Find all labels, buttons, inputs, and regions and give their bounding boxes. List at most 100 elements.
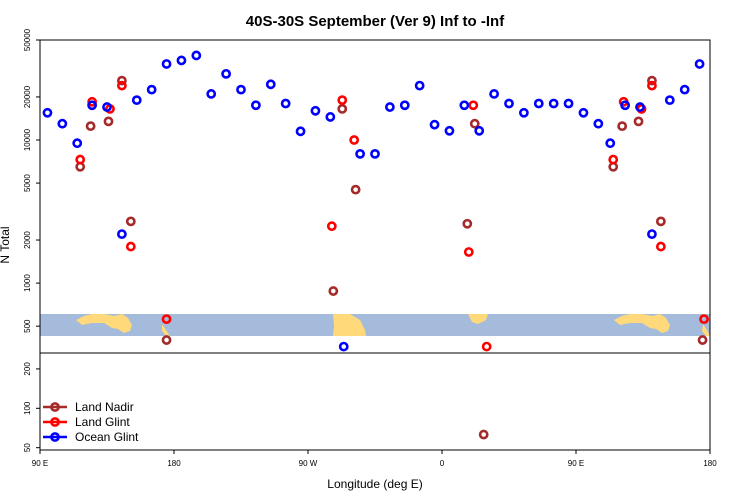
ocean-glint-point — [620, 100, 631, 111]
land-nadir-point — [116, 75, 127, 86]
ocean-glint-point — [679, 84, 690, 95]
y-tick-label: 2000 — [23, 231, 32, 249]
land-glint-point — [161, 314, 172, 325]
ocean-glint-point — [518, 107, 529, 118]
x-tick-label: 180 — [167, 459, 181, 468]
ocean-glint-point — [265, 79, 276, 90]
x-tick-label: 0 — [440, 459, 445, 468]
y-tick-label: 50000 — [23, 28, 32, 51]
ocean-glint-point — [176, 55, 187, 66]
land-nadir-point — [161, 335, 172, 345]
ocean-glint-point — [694, 59, 705, 69]
y-axis-label: N Total — [0, 226, 12, 263]
world-map-strip — [40, 314, 710, 336]
ocean-glint-point — [42, 107, 53, 118]
ocean-glint-point — [295, 126, 306, 137]
x-tick-label: 90 E — [32, 459, 48, 468]
ocean-glint-point — [429, 119, 440, 130]
ocean-glint-point — [338, 341, 349, 352]
land-glint-point — [608, 154, 619, 165]
ocean-glint-point — [578, 107, 589, 118]
ocean-glint-point — [72, 138, 83, 149]
south-africa-shape — [468, 314, 488, 324]
legend-marker-land-nadir — [50, 402, 60, 412]
ocean-glint-point — [221, 68, 232, 79]
new-zealand-shape-repeat — [702, 324, 710, 336]
land-glint-point — [125, 241, 136, 252]
ocean-glint-point — [414, 80, 425, 91]
plot-frame — [39, 39, 711, 451]
new-zealand-shape — [162, 324, 170, 336]
ocean-glint-point — [635, 102, 645, 112]
ocean-glint-point — [161, 59, 172, 69]
land-nadir-point — [633, 116, 644, 127]
y-tick-label: 50 — [23, 443, 32, 452]
ocean-band — [40, 314, 710, 336]
data-points — [42, 50, 709, 440]
land-nadir-point — [617, 121, 628, 132]
south-america-shape — [333, 314, 366, 336]
land-nadir-point — [655, 216, 666, 227]
land-glint-point — [655, 241, 666, 252]
x-tick-label: 180 — [703, 459, 717, 468]
legend-label-land-glint: Land Glint — [75, 415, 130, 429]
y-tick-label: 5000 — [23, 174, 32, 192]
ocean-glint-point — [102, 102, 112, 112]
ocean-glint-point — [116, 229, 127, 240]
ocean-glint-point — [355, 148, 366, 159]
ocean-glint-point — [459, 100, 470, 111]
land-glint-point — [75, 154, 86, 165]
y-tick-label: 10000 — [23, 128, 32, 151]
x-tick-label: 90 W — [299, 459, 318, 468]
land-glint-point — [481, 341, 492, 352]
australia-shape-repeat — [614, 314, 670, 333]
ocean-glint-point — [474, 125, 485, 136]
x-axis: 90 E 180 90 W 0 90 E 180 — [32, 450, 717, 468]
ocean-glint-point — [504, 98, 514, 109]
x-axis-label: Longitude (deg E) — [327, 477, 422, 491]
ocean-glint-point — [563, 98, 574, 109]
land-nadir-point — [85, 121, 96, 132]
land-glint-point — [699, 314, 709, 325]
land-nadir-point — [469, 118, 480, 129]
legend-label-ocean-glint: Ocean Glint — [75, 430, 139, 444]
ocean-glint-point — [57, 118, 68, 129]
ocean-glint-point — [87, 100, 98, 111]
land-glint-point — [337, 95, 348, 106]
land-nadir-point — [103, 116, 114, 127]
ocean-glint-point — [146, 84, 157, 95]
land-glint-point — [87, 96, 98, 107]
ocean-glint-point — [664, 95, 675, 106]
ocean-glint-point — [647, 229, 657, 240]
ocean-glint-point — [384, 102, 395, 112]
legend-label-land-nadir: Land Nadir — [75, 400, 134, 414]
land-nadir-point — [478, 429, 489, 440]
land-nadir-point — [350, 184, 361, 195]
y-axis-lower: 50 100 200 — [23, 362, 40, 452]
land-nadir-point — [462, 218, 473, 229]
chart-title: 40S-30S September (Ver 9) Inf to -Inf — [246, 13, 505, 30]
land-nadir-point — [328, 286, 339, 296]
ocean-glint-point — [605, 138, 616, 149]
y-tick-label: 100 — [23, 401, 32, 415]
y-tick-label: 500 — [23, 319, 32, 333]
land-glint-point — [349, 135, 360, 145]
ocean-glint-point — [593, 118, 604, 129]
land-glint-point — [463, 247, 474, 257]
land-glint-point — [647, 80, 657, 91]
ocean-glint-point — [489, 89, 500, 99]
ocean-glint-point — [131, 95, 142, 106]
ocean-glint-point — [206, 89, 217, 99]
y-tick-label: 200 — [23, 362, 32, 376]
y-axis-upper: 500 1000 2000 5000 10000 20000 50000 — [23, 28, 40, 333]
ocean-glint-point — [399, 100, 410, 111]
ocean-glint-point — [250, 100, 261, 111]
ocean-glint-point — [444, 125, 455, 136]
legend-marker-ocean-glint — [50, 432, 60, 442]
y-tick-label: 20000 — [23, 85, 32, 108]
land-nadir-point — [697, 335, 708, 345]
ocean-glint-point — [370, 148, 380, 159]
land-glint-point — [468, 100, 479, 111]
